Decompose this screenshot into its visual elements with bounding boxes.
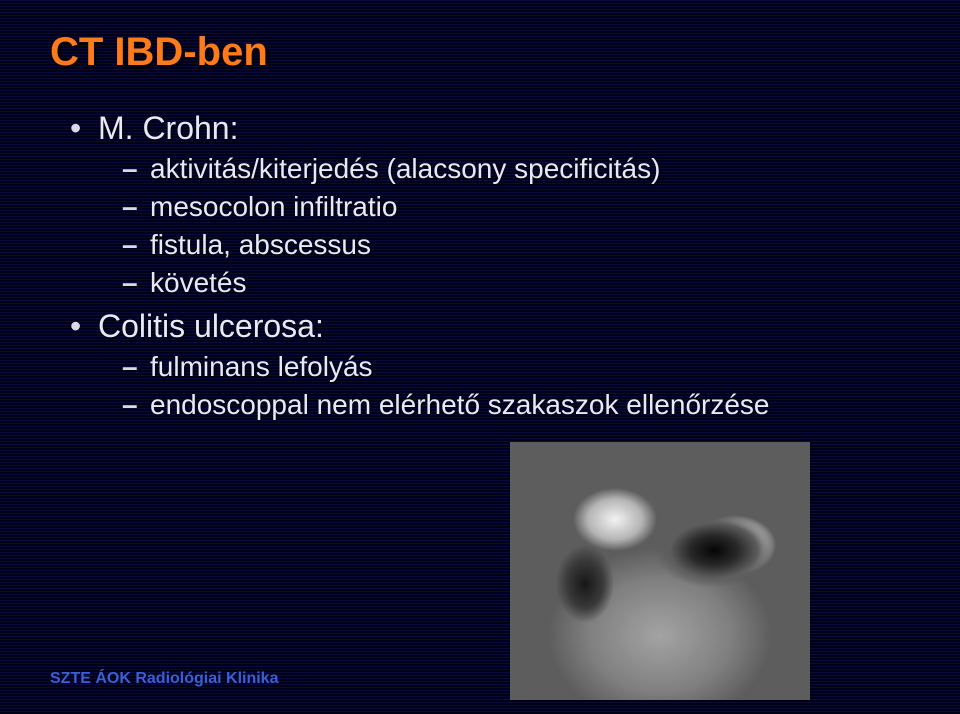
bullet-icon: •: [70, 109, 98, 147]
dash-icon: –: [122, 189, 150, 225]
sub-text: endoscoppal nem elérhető szakaszok ellen…: [150, 387, 770, 423]
sub-item: – követés: [70, 265, 910, 301]
sub-text: fistula, abscessus: [150, 227, 371, 263]
ct-scan-image: [510, 442, 810, 700]
dash-icon: –: [122, 349, 150, 385]
sub-item: – endoscoppal nem elérhető szakaszok ell…: [70, 387, 910, 423]
sub-item: – fulminans lefolyás: [70, 349, 910, 385]
bullet-text: M. Crohn:: [98, 109, 238, 147]
bullet-icon: •: [70, 307, 98, 345]
sub-text: követés: [150, 265, 247, 301]
bullet-text: Colitis ulcerosa:: [98, 307, 324, 345]
slide-title: CT IBD-ben: [50, 30, 910, 75]
slide-content: • M. Crohn: – aktivitás/kiterjedés (alac…: [50, 109, 910, 423]
sub-item: – fistula, abscessus: [70, 227, 910, 263]
dash-icon: –: [122, 265, 150, 301]
sub-text: fulminans lefolyás: [150, 349, 373, 385]
sub-text: aktivitás/kiterjedés (alacsony specifici…: [150, 151, 660, 187]
bullet-item: • Colitis ulcerosa:: [70, 307, 910, 345]
sub-text: mesocolon infiltratio: [150, 189, 397, 225]
bullet-item: • M. Crohn:: [70, 109, 910, 147]
dash-icon: –: [122, 151, 150, 187]
sub-item: – mesocolon infiltratio: [70, 189, 910, 225]
dash-icon: –: [122, 227, 150, 263]
sub-item: – aktivitás/kiterjedés (alacsony specifi…: [70, 151, 910, 187]
footer-text: SZTE ÁOK Radiológiai Klinika: [50, 670, 278, 688]
slide: CT IBD-ben • M. Crohn: – aktivitás/kiter…: [0, 0, 960, 714]
dash-icon: –: [122, 387, 150, 423]
